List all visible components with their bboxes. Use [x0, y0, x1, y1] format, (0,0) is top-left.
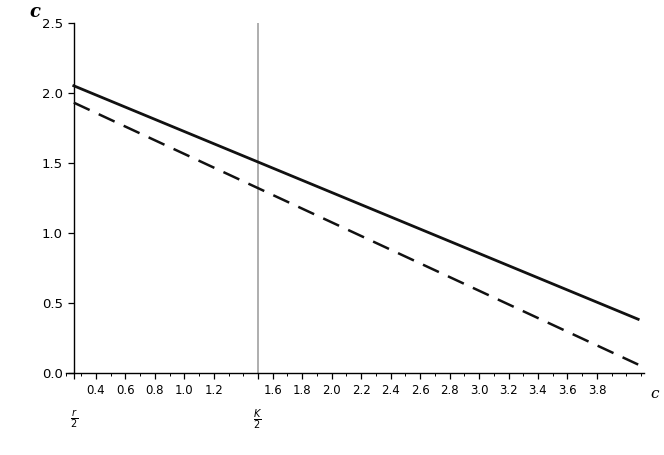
Text: c: c: [650, 387, 659, 401]
Text: $\frac{r}{2}$: $\frac{r}{2}$: [70, 408, 78, 430]
Text: c: c: [29, 3, 41, 21]
Text: $\frac{K}{2}$: $\frac{K}{2}$: [254, 408, 262, 432]
